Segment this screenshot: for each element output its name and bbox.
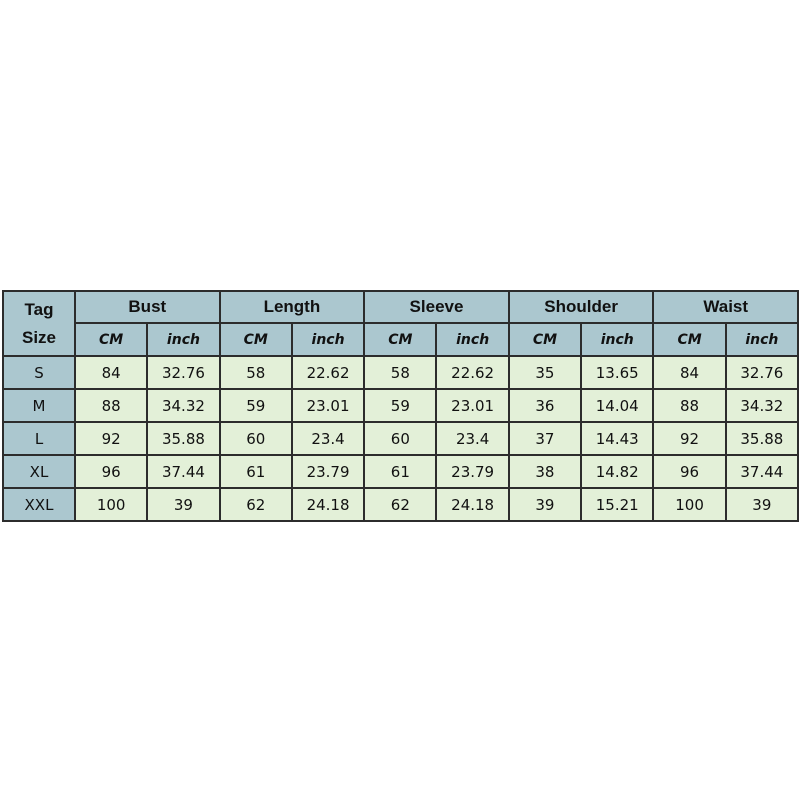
unit-header-row: CM inch CM inch CM inch CM inch CM inch: [3, 322, 800, 357]
measurement: 38: [507, 454, 583, 489]
size-row: XL 96 37.44 61 23.79 61 23.79 38 14.82 96 37.44: [2, 454, 800, 489]
measurement: 34.32: [146, 388, 221, 423]
measurement: 60: [218, 421, 293, 456]
measurement: 88: [73, 388, 149, 423]
measurement: 23.4: [290, 421, 366, 456]
unit-header: CM: [652, 322, 727, 357]
unit-header: inch: [146, 322, 221, 357]
measurement: 35.88: [724, 421, 800, 456]
measurement: 84: [73, 355, 149, 390]
size-label: XXL: [2, 487, 76, 522]
unit-header: CM: [363, 322, 438, 357]
measurement: 58: [218, 355, 293, 390]
measurement: 22.62: [290, 355, 366, 390]
measurement: 88: [652, 388, 727, 423]
measurement: 96: [652, 454, 727, 489]
measurement: 62: [218, 487, 293, 522]
measurement: 23.01: [290, 388, 366, 423]
measurement: 14.04: [580, 388, 655, 423]
size-label: L: [2, 421, 76, 456]
measurement: 34.32: [724, 388, 800, 423]
measurement: 96: [73, 454, 149, 489]
group-header: Waist: [652, 290, 799, 324]
size-row: M 88 34.32 59 23.01 59 23.01 36 14.04 88 34.32: [2, 388, 800, 423]
unit-header: CM: [218, 322, 293, 357]
measurement: 32.76: [724, 355, 800, 390]
measurement: 58: [363, 355, 438, 390]
measurement: 39: [146, 487, 221, 522]
unit-header: inch: [580, 322, 655, 357]
group-header-row: Tag Size Bust Length Sleeve Shoulder Waist: [2, 290, 799, 357]
measurement: 92: [73, 421, 149, 456]
unit-header: CM: [507, 322, 583, 357]
unit-header: inch: [290, 322, 366, 357]
unit-header: inch: [435, 322, 510, 357]
measurement: 36: [507, 388, 583, 423]
unit-header: CM: [73, 322, 149, 357]
size-row: L 92 35.88 60 23.4 60 23.4 37 14.43 92 35.88: [2, 421, 800, 456]
measurement: 59: [363, 388, 438, 423]
size-label: XL: [2, 454, 76, 489]
size-row: XXL 100 39 62 24.18 62 24.18 39 15.21 100 39: [2, 487, 800, 522]
size-chart: Tag Size Bust Length Sleeve Shoulder Waist C…: [2, 290, 800, 522]
size-label: M: [2, 388, 76, 423]
corner-header: Tag Size: [2, 290, 76, 357]
measurement: 13.65: [580, 355, 655, 390]
size-row: S 84 32.76 58 22.62 58 22.62 35 13.65 84 32.76: [2, 355, 800, 390]
measurement: 23.4: [435, 421, 510, 456]
table-body: S 84 32.76 58 22.62 58 22.62 35 13.65 84 32.76 M 88 3…: [2, 355, 800, 522]
measurement: 23.01: [435, 388, 510, 423]
measurement: 24.18: [435, 487, 510, 522]
measurement: 23.79: [290, 454, 366, 489]
measurement: 14.82: [580, 454, 655, 489]
measurement: 37: [507, 421, 583, 456]
measurement: 60: [363, 421, 438, 456]
measurement: 92: [652, 421, 727, 456]
unit-header: inch: [724, 322, 800, 357]
measurement: 61: [363, 454, 438, 489]
measurement: 15.21: [580, 487, 655, 522]
group-header: Bust: [74, 290, 221, 324]
measurement: 59: [218, 388, 293, 423]
measurement: 62: [363, 487, 438, 522]
measurement: 24.18: [290, 487, 366, 522]
measurement: 37.44: [146, 454, 221, 489]
measurement: 39: [724, 487, 800, 522]
group-header: Length: [218, 290, 366, 324]
measurement: 84: [652, 355, 727, 390]
group-header: Shoulder: [507, 290, 655, 324]
group-header: Sleeve: [363, 290, 510, 324]
measurement: 14.43: [580, 421, 655, 456]
measurement: 32.76: [146, 355, 221, 390]
measurement: 100: [652, 487, 727, 522]
measurement: 35: [507, 355, 583, 390]
measurement: 23.79: [435, 454, 510, 489]
measurement: 37.44: [724, 454, 800, 489]
measurement: 39: [507, 487, 583, 522]
size-label: S: [2, 355, 76, 390]
measurement: 61: [218, 454, 293, 489]
measurement: 100: [73, 487, 149, 522]
measurement: 22.62: [435, 355, 510, 390]
measurement: 35.88: [146, 421, 221, 456]
corner-text: Tag Size: [21, 299, 57, 347]
